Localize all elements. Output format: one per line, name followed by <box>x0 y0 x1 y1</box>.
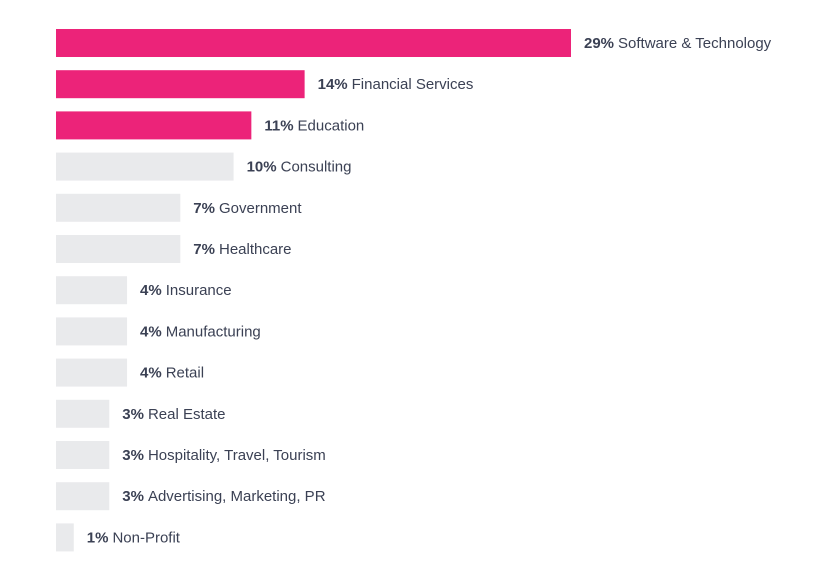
value-label: 4% <box>140 365 162 382</box>
bar-label: 4% Manufacturing <box>140 323 261 340</box>
bar-label: 4% Insurance <box>140 282 232 299</box>
category-label: Government <box>219 200 302 217</box>
value-label: 4% <box>140 323 162 340</box>
category-label: Education <box>298 117 365 134</box>
value-label: 7% <box>193 200 215 217</box>
value-label: 1% <box>87 529 109 546</box>
bar-label: 29% Software & Technology <box>584 35 772 52</box>
bar-label: 3% Hospitality, Travel, Tourism <box>122 447 326 464</box>
value-label: 4% <box>140 282 162 299</box>
bar <box>56 523 74 552</box>
bar <box>56 70 305 99</box>
bar <box>56 193 181 222</box>
value-label: 10% <box>247 159 277 176</box>
bar <box>56 441 110 469</box>
bar-label: 11% Education <box>264 117 364 134</box>
category-label: Insurance <box>166 282 232 299</box>
value-label: 7% <box>193 241 215 258</box>
category-label: Retail <box>166 365 204 382</box>
bar-label: 3% Advertising, Marketing, PR <box>122 488 325 505</box>
value-label: 3% <box>122 406 144 423</box>
bar <box>56 358 128 387</box>
bar <box>56 29 571 57</box>
bar <box>56 317 128 346</box>
category-label: Consulting <box>281 159 352 176</box>
bar-label: 3% Real Estate <box>122 406 225 423</box>
bar-label: 1% Non-Profit <box>87 529 181 546</box>
bar-label: 7% Healthcare <box>193 241 291 258</box>
category-label: Hospitality, Travel, Tourism <box>148 447 326 464</box>
value-label: 29% <box>584 35 614 52</box>
value-label: 11% <box>264 117 293 134</box>
bar-label: 14% Financial Services <box>318 76 474 93</box>
value-label: 14% <box>318 76 348 93</box>
category-label: Software & Technology <box>618 35 772 52</box>
bar <box>56 399 110 428</box>
bar <box>56 482 110 511</box>
category-label: Financial Services <box>352 76 474 93</box>
bar-label: 4% Retail <box>140 365 204 382</box>
bar-label: 7% Government <box>193 200 302 217</box>
bar <box>56 111 252 140</box>
category-label: Healthcare <box>219 241 292 258</box>
bar <box>56 152 234 181</box>
bar-label: 10% Consulting <box>247 159 352 176</box>
category-label: Advertising, Marketing, PR <box>148 488 326 505</box>
bar <box>56 276 128 305</box>
value-label: 3% <box>122 488 144 505</box>
value-label: 3% <box>122 447 144 464</box>
category-label: Real Estate <box>148 406 226 423</box>
category-label: Manufacturing <box>166 323 261 340</box>
bar <box>56 235 181 263</box>
category-label: Non-Profit <box>112 529 180 546</box>
